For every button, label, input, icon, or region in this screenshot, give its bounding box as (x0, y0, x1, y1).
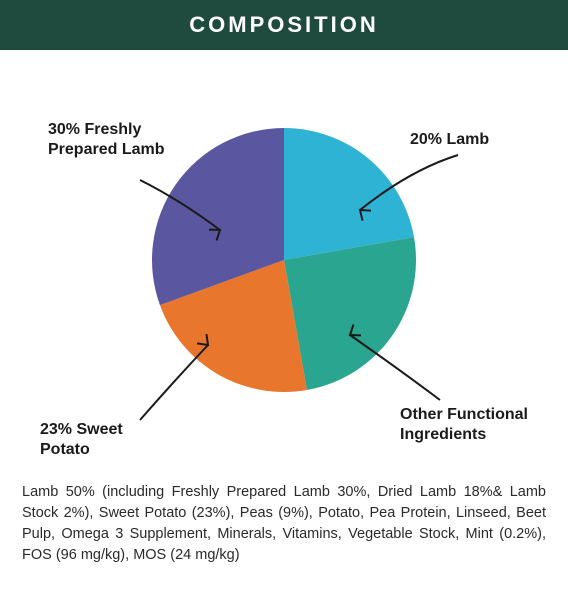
slice-label-0: 20% Lamb (410, 130, 540, 150)
pie-chart-area: 20% Lamb Other Functional Ingredients 23% … (0, 50, 568, 470)
callout-arrow-2 (140, 345, 208, 420)
header-bar: COMPOSITION (0, 0, 568, 50)
pie-slice-0 (284, 128, 414, 260)
slice-label-3: 30% Freshly Prepared Lamb (48, 120, 168, 160)
header-title: COMPOSITION (189, 12, 378, 37)
composition-footer-text: Lamb 50% (including Freshly Prepared Lam… (0, 470, 568, 566)
slice-label-1: Other Functional Ingredients (400, 405, 550, 445)
slice-label-2: 23% Sweet Potato (40, 420, 160, 460)
callout-arrow-1 (350, 335, 440, 400)
